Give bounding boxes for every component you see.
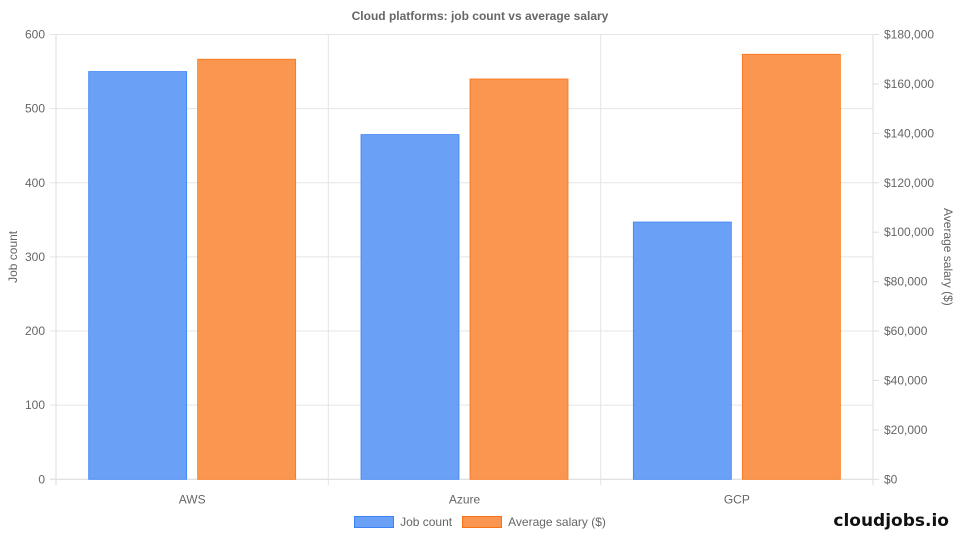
x-tick-label: Azure — [449, 492, 481, 506]
y-right-tick-label: $80,000 — [884, 275, 928, 289]
watermark-logo: cloudjobs.io — [833, 511, 949, 531]
y-tick-label: 500 — [25, 102, 45, 116]
y-right-axis-title: Average salary ($) — [941, 208, 955, 306]
y-tick-label: 400 — [25, 176, 45, 190]
y-tick-label: 300 — [25, 250, 45, 264]
y-right-tick-label: $40,000 — [884, 373, 928, 387]
y-axis-title: Job count — [6, 230, 20, 283]
bar-average-salary-gcp[interactable] — [741, 53, 841, 480]
y-right-tick-label: $120,000 — [884, 176, 934, 190]
bar-job-count-gcp[interactable] — [632, 221, 732, 480]
bar-job-count-aws[interactable] — [88, 71, 188, 480]
bar-average-salary-azure[interactable] — [469, 78, 569, 480]
y-right-tick-label: $180,000 — [884, 28, 934, 42]
y-tick-label: 0 — [38, 472, 45, 486]
y-tick-label: 600 — [25, 28, 45, 42]
bar-job-count-azure[interactable] — [360, 134, 460, 480]
legend-label-job-count: Job count — [400, 515, 453, 529]
bar-average-salary-aws[interactable] — [197, 58, 297, 480]
y-right-tick-label: $100,000 — [884, 225, 934, 239]
legend-item-job-count[interactable]: Job count — [354, 515, 452, 529]
legend-swatch-job-count — [354, 516, 395, 528]
legend-label-average-salary: Average salary ($) — [508, 515, 606, 529]
chart-title: Cloud platforms: job count vs average sa… — [351, 9, 609, 23]
legend-item-average-salary[interactable]: Average salary ($) — [462, 515, 606, 529]
x-tick-label: AWS — [179, 492, 206, 506]
y-right-tick-label: $140,000 — [884, 126, 934, 140]
legend: Job count Average salary ($) — [0, 515, 960, 529]
y-tick-label: 200 — [25, 324, 45, 338]
y-right-tick-label: $160,000 — [884, 77, 934, 91]
legend-swatch-average-salary — [462, 516, 503, 528]
x-tick-label: GCP — [724, 492, 750, 506]
y-right-tick-label: $0 — [884, 472, 898, 486]
y-right-tick-label: $60,000 — [884, 324, 928, 338]
y-tick-label: 100 — [25, 398, 45, 412]
y-right-tick-label: $20,000 — [884, 423, 928, 437]
